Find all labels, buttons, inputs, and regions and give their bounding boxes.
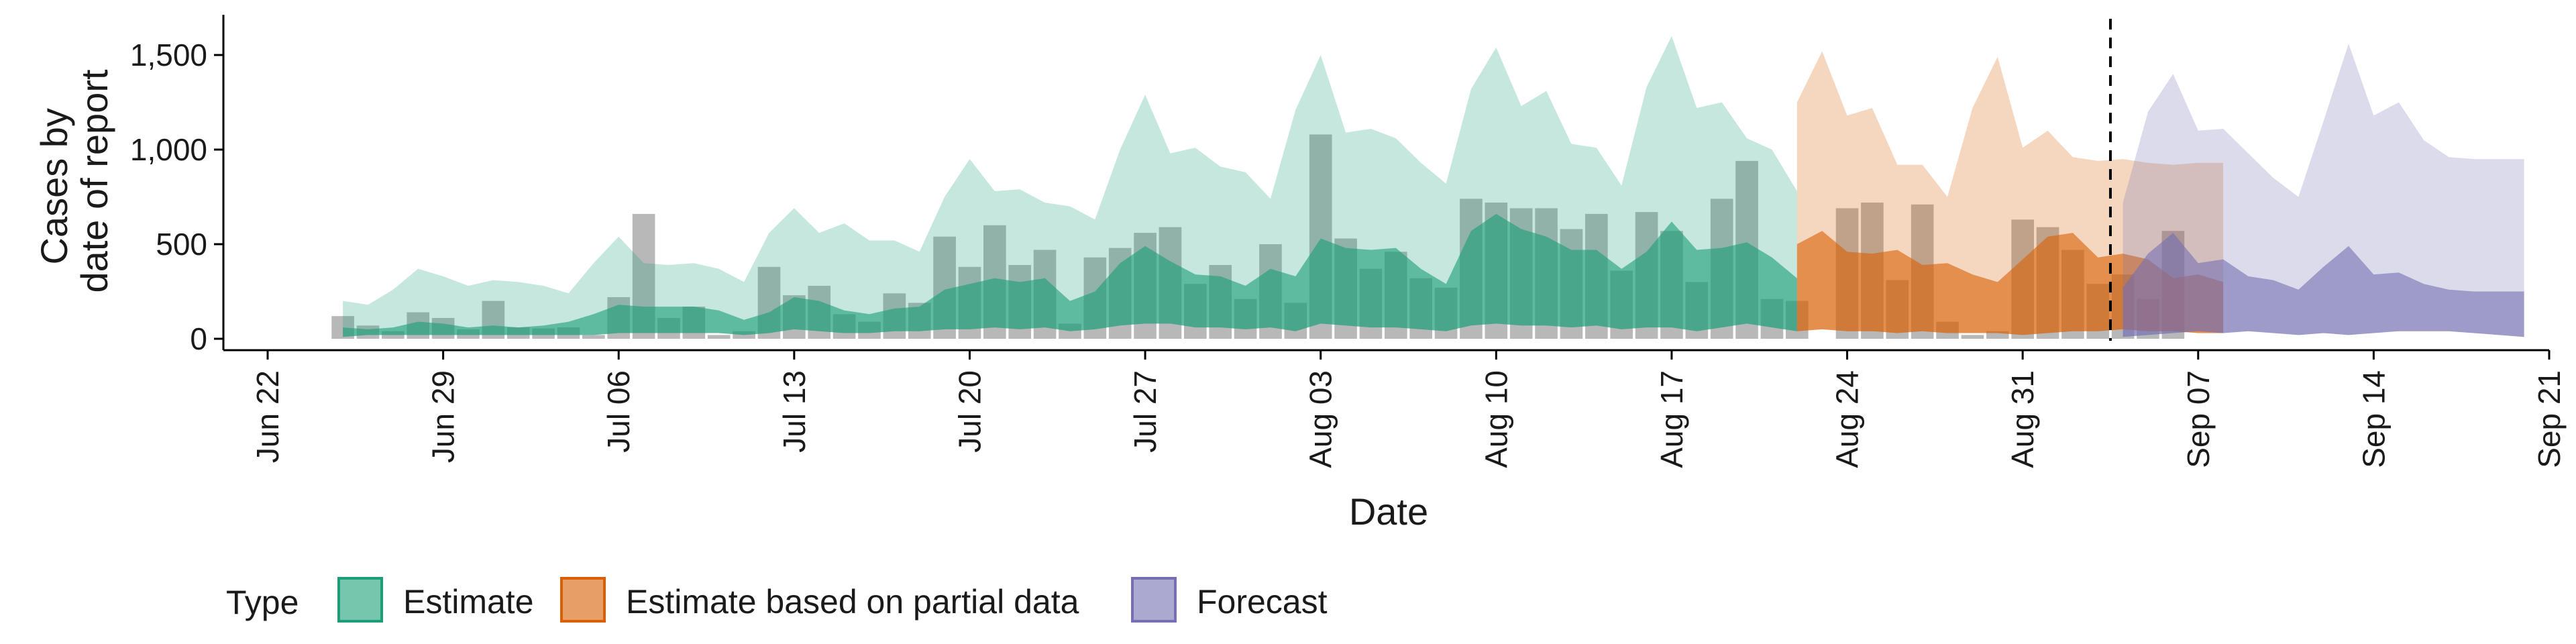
legend-label-estimate-based-on-partial-data: Estimate based on partial data (626, 583, 1079, 621)
x-axis-title: Date (1349, 490, 1428, 533)
x-ticks: Jun 22 Jun 29 Jul 06 Jul 13 Jul 20 Jul 27 Aug … (250, 350, 2567, 468)
y-tick-label: 1,500 (130, 38, 207, 72)
forecast-inner-band (2123, 233, 2524, 337)
y-axis-title-line-1: Cases by (33, 108, 75, 264)
x-tick-label: Sep 21 (2532, 370, 2567, 468)
estimate-inner-band (343, 213, 1797, 337)
plot-area (331, 19, 2524, 341)
x-tick-label: Jul 27 (1128, 370, 1163, 453)
case-bar (707, 335, 731, 339)
legend-title: Type (226, 584, 299, 621)
x-tick-label: Jul 20 (952, 370, 987, 453)
legend-label-forecast: Forecast (1197, 583, 1328, 621)
legend-key-estimate (337, 577, 383, 623)
x-tick-label: Aug 10 (1479, 370, 1513, 468)
case-bar (1986, 331, 2009, 339)
x-tick-label: Jun 29 (426, 370, 461, 463)
x-tick-label: Sep 14 (2356, 370, 2391, 468)
y-ticks: 0 500 1,000 1,500 (130, 38, 223, 356)
estimate-outer-band (343, 36, 1797, 337)
case-bar (582, 335, 605, 339)
y-tick-label: 0 (190, 321, 207, 356)
x-tick-label: Jul 13 (777, 370, 812, 453)
x-tick-label: Jun 22 (250, 370, 285, 463)
case-bar (1961, 335, 1984, 339)
y-axis-title: Cases by date of report (33, 69, 115, 293)
y-tick-label: 1,000 (130, 132, 207, 167)
legend-items: Estimate Estimate based on partial data Fo… (337, 577, 1328, 623)
x-tick-label: Aug 24 (1830, 370, 1865, 468)
x-tick-label: Aug 31 (2005, 370, 2040, 468)
x-tick-label: Jul 06 (601, 370, 636, 453)
legend: Type Estimate Estimate based on partial d… (226, 577, 1328, 623)
x-tick-label: Aug 17 (1654, 370, 1689, 468)
y-tick-label: 500 (156, 227, 207, 262)
legend-label-estimate: Estimate (403, 583, 534, 621)
legend-key-estimate-based-on-partial-data (560, 577, 606, 623)
y-axis-title-line-2: date of report (73, 69, 115, 293)
legend-key-forecast (1131, 577, 1177, 623)
estimate-based-on-partial-data-inner-band (1796, 231, 2224, 335)
x-tick-label: Aug 03 (1303, 370, 1338, 468)
areas-layer (343, 36, 2524, 337)
x-tick-label: Sep 07 (2181, 370, 2216, 468)
